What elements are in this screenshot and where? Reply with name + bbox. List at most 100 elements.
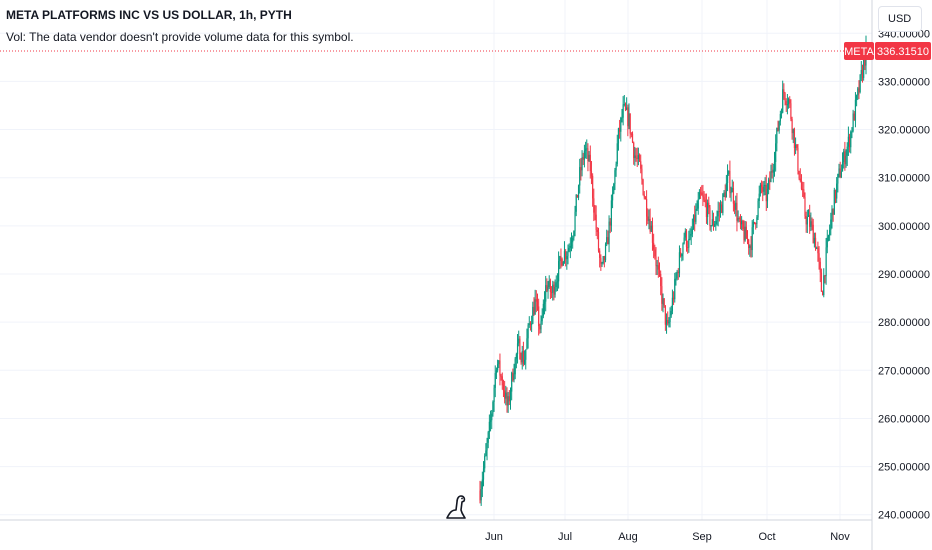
candle-body <box>636 157 638 159</box>
candle-body <box>558 261 560 282</box>
candle-body <box>737 218 739 221</box>
candle-body <box>760 184 763 188</box>
candle-body <box>785 101 787 105</box>
candle-body <box>825 247 827 277</box>
candle-body <box>635 155 637 158</box>
candle-body <box>766 189 769 202</box>
candle-body <box>694 214 696 222</box>
candle-body <box>716 216 718 221</box>
candle-body <box>647 216 649 221</box>
candle-body <box>859 74 861 93</box>
candle-body <box>711 219 713 226</box>
currency-button[interactable]: USD <box>878 6 922 32</box>
candle-body <box>548 280 550 287</box>
candle-body <box>493 387 495 403</box>
tradingview-dino-icon[interactable] <box>444 490 468 520</box>
candle-body <box>729 171 731 193</box>
y-tick-label: 240.00000 <box>878 510 930 522</box>
candle-body <box>620 117 622 132</box>
candle-body <box>791 119 793 134</box>
candle-body <box>850 131 852 148</box>
candle-body <box>749 245 751 249</box>
candle-body <box>650 225 652 232</box>
candle-body <box>601 263 603 265</box>
candle-body <box>744 226 746 241</box>
candle-body <box>769 179 771 183</box>
candle-body <box>506 392 508 406</box>
candle-body <box>803 189 805 198</box>
candle-body <box>542 303 544 317</box>
candle-body <box>830 219 832 231</box>
candle-body <box>831 208 833 220</box>
candle-body <box>663 298 665 306</box>
candle-body <box>858 88 860 93</box>
candle-body <box>626 107 628 110</box>
candle-body <box>487 432 489 443</box>
candle-body <box>641 168 643 180</box>
candle-body <box>521 351 523 363</box>
candle-body <box>733 203 736 210</box>
candle-body <box>821 291 824 296</box>
candle-body <box>577 185 580 198</box>
candle-body <box>685 231 688 248</box>
candle-body <box>494 373 496 388</box>
candle-body <box>756 217 758 225</box>
candle-body <box>549 280 551 293</box>
candle-body <box>513 374 515 381</box>
candle-body <box>819 261 821 273</box>
candle-body <box>771 171 773 173</box>
candle-body <box>765 184 767 202</box>
candle-body <box>629 113 631 134</box>
candle-body <box>820 272 823 292</box>
candle-body <box>741 220 743 225</box>
candle-body <box>672 297 675 300</box>
candle-body <box>547 286 549 291</box>
candle-body <box>597 231 600 251</box>
candle-body <box>565 251 567 260</box>
candle-body <box>746 238 749 240</box>
candle-body <box>638 155 641 162</box>
candle-body <box>851 131 853 133</box>
candle-body <box>759 184 762 194</box>
candle-body <box>718 211 720 213</box>
candle-body <box>508 396 510 402</box>
candle-body <box>484 455 486 469</box>
candle-body <box>505 392 507 399</box>
candle-body <box>664 305 666 325</box>
candle-body <box>584 148 587 151</box>
price-symbol-tag <box>844 42 874 61</box>
candle-body <box>486 442 488 451</box>
x-tick-label: Oct <box>758 531 775 543</box>
candle-body <box>755 223 757 225</box>
candle-body <box>796 144 798 148</box>
candle-body <box>532 306 534 324</box>
candle-body <box>703 197 705 200</box>
candle-body <box>628 113 630 127</box>
candle-body <box>773 161 776 170</box>
candle-body <box>623 104 625 106</box>
candle-body <box>555 282 557 288</box>
candle-body <box>520 359 522 363</box>
candle-body <box>810 221 812 227</box>
candle-body <box>812 224 814 244</box>
candle-body <box>817 247 819 254</box>
candle-body <box>516 343 519 355</box>
candle-body <box>707 202 709 218</box>
candle-body <box>615 163 617 171</box>
candle-body <box>837 174 839 184</box>
candle-body <box>712 219 715 227</box>
candle-body <box>681 253 683 257</box>
candle-body <box>702 195 704 198</box>
candle-body <box>807 214 810 217</box>
candle-body <box>572 237 574 243</box>
candle-body <box>617 128 620 144</box>
candle-body <box>509 391 512 402</box>
candle-body <box>586 148 588 150</box>
candle-body <box>573 231 575 238</box>
x-tick-label: Jul <box>558 531 572 543</box>
candle-body <box>779 114 781 122</box>
candle-body <box>522 351 525 364</box>
candle-body <box>607 237 609 245</box>
